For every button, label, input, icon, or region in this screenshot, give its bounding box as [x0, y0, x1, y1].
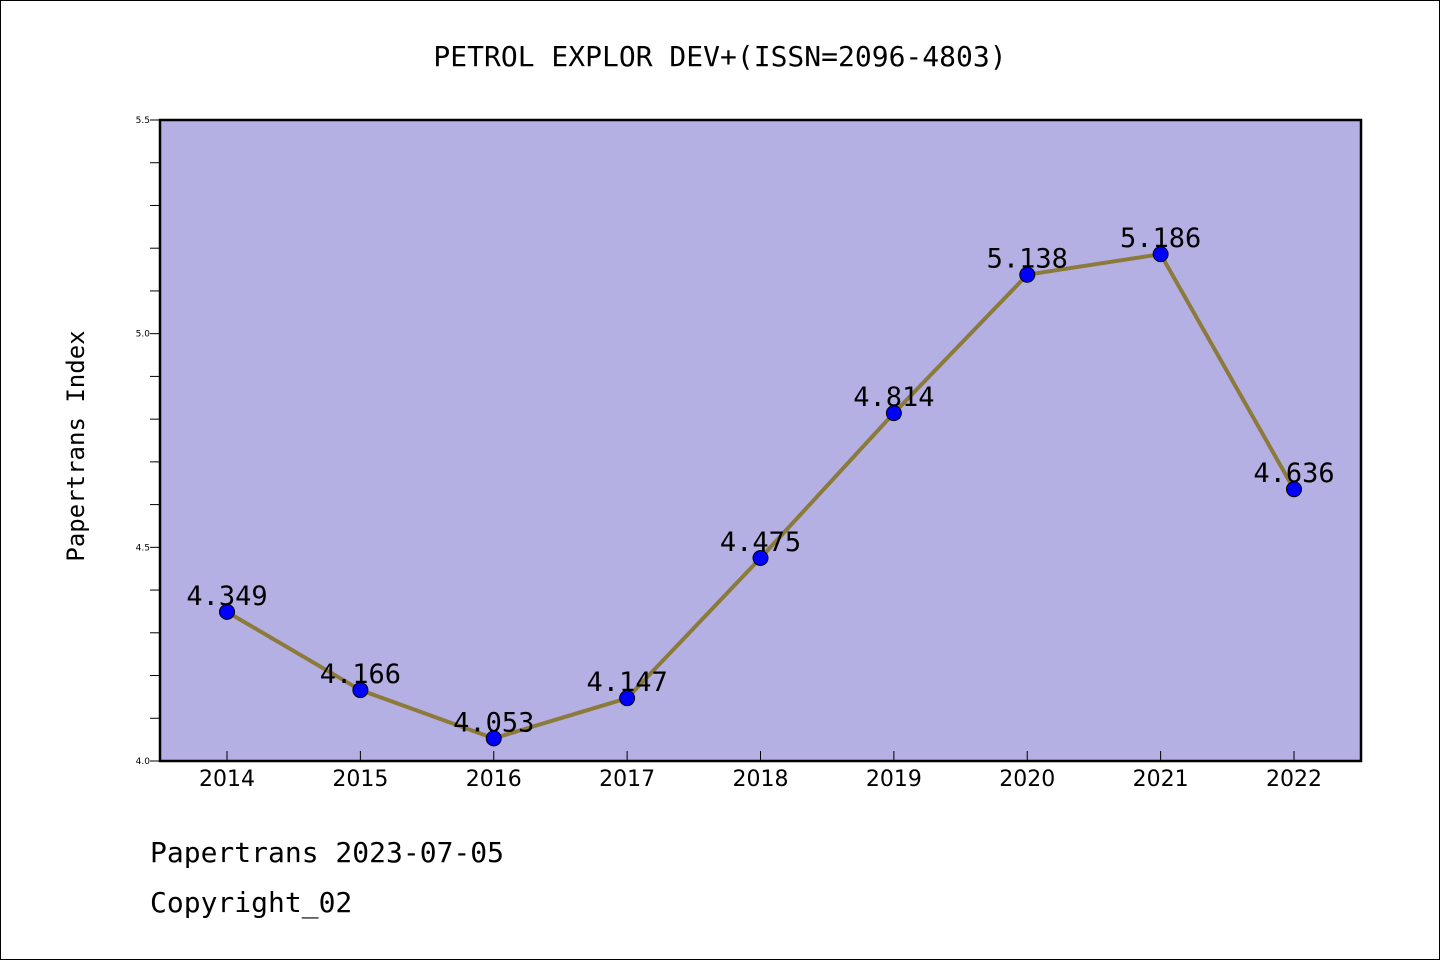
x-tick-label: 2021: [1133, 767, 1189, 792]
footer-copyright: Copyright_02: [150, 886, 353, 919]
data-label: 4.166: [320, 659, 401, 690]
y-axis: 4.0 4.5 5.0 5.5: [136, 116, 160, 767]
data-label: 4.349: [186, 581, 267, 612]
data-point: [485, 730, 502, 747]
data-point: [219, 603, 235, 620]
y-tick-label: 5.5: [136, 116, 150, 126]
x-tick-label: 2019: [866, 767, 922, 792]
data-label: 5.138: [987, 244, 1068, 275]
data-label: 5.186: [1120, 223, 1201, 254]
y-tick-label: 4.0: [136, 757, 151, 767]
footer-date: Papertrans 2023-07-05: [150, 836, 505, 869]
data-label: 4.053: [453, 707, 534, 738]
x-tick-label: 2020: [999, 767, 1055, 792]
x-tick-label: 2014: [199, 767, 255, 792]
y-tick-label: 4.5: [136, 543, 150, 553]
plot-area: [160, 120, 1361, 761]
data-label: 4.636: [1253, 458, 1334, 489]
x-tick-label: 2015: [332, 767, 388, 792]
data-point: [1152, 246, 1169, 263]
x-axis: 2014 2015 2016 2017 2018 2019 2020 2021 2022: [199, 751, 1322, 792]
data-point: [1019, 266, 1036, 283]
plot-border: [158, 118, 1363, 763]
data-point: [1286, 481, 1302, 498]
data-label: 4.475: [720, 527, 801, 558]
chart-title: PETROL EXPLOR DEV+(ISSN=2096-4803): [433, 40, 1006, 73]
x-tick-label: 2018: [733, 767, 789, 792]
x-tick-label: 2017: [599, 767, 655, 792]
data-point: [352, 682, 369, 699]
y-tick-label: 5.0: [136, 330, 151, 340]
data-point: [885, 405, 902, 422]
y-axis-label: Papertrans Index: [62, 330, 90, 561]
x-tick-label: 2016: [466, 767, 522, 792]
series-line-group: [219, 246, 1302, 747]
data-point: [619, 690, 636, 707]
data-label: 4.147: [586, 667, 667, 698]
data-point: [752, 550, 769, 567]
x-tick-label: 2022: [1266, 767, 1322, 792]
data-label: 4.814: [853, 382, 934, 413]
data-labels-group: 4.349 4.166 4.053 4.147 4.475 4.814 5.138 5.186…: [186, 223, 1334, 738]
